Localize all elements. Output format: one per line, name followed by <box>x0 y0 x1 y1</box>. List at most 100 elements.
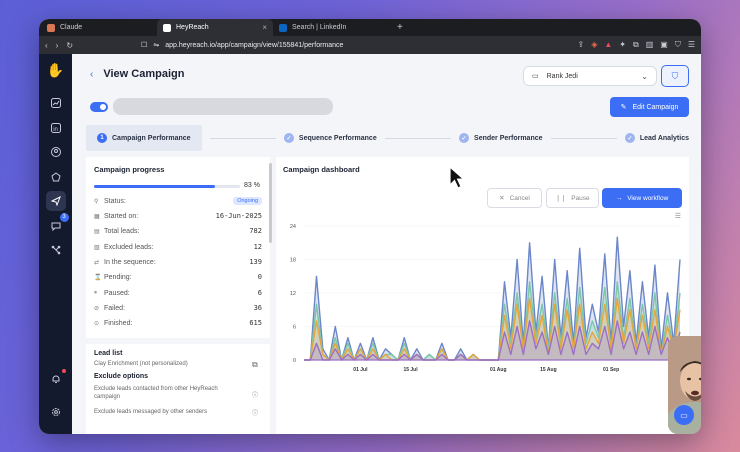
url-field[interactable]: ☐ ⇋ app.heyreach.io/app/campaign/view/15… <box>81 41 569 50</box>
chat-bubble-icon: ▭ <box>680 410 688 420</box>
finished-row: ⊙ Finished: 615 <box>94 319 262 327</box>
info-icon[interactable]: ⓘ <box>252 411 259 417</box>
inbox-badge: 3 <box>59 212 69 222</box>
stat-value: 0 <box>257 273 262 281</box>
notifications-bell-icon[interactable] <box>46 369 66 389</box>
briefcase-icon: ▭ <box>532 73 539 80</box>
main-content: ‹ View Campaign ▭ Rank Jedi ⌄ ⛉ ✎ Edit C… <box>72 54 701 434</box>
stat-label: Failed: <box>104 304 126 312</box>
stat-label: Excluded leads: <box>104 243 154 251</box>
contacts-icon[interactable] <box>46 142 66 162</box>
shield-button[interactable]: ⛉ <box>661 65 689 87</box>
stat-value: 782 <box>249 227 262 235</box>
sidebar-icon[interactable]: ▥ <box>645 40 654 49</box>
y-tick-label: 6 <box>293 325 296 331</box>
external-link-icon[interactable]: ⧉ <box>252 360 258 369</box>
panel-scrollbar[interactable] <box>269 163 272 243</box>
stat-label: Total leads: <box>104 227 140 235</box>
status-row: ⚲ Status: Ongoing <box>94 197 262 205</box>
linkedin-accounts-icon[interactable]: in <box>46 118 66 138</box>
stat-value: 16-Jun-2025 <box>215 212 262 220</box>
inbox-icon[interactable]: 3 <box>46 212 69 236</box>
pause-button[interactable]: ❘❘ Pause <box>546 188 599 208</box>
wallet-icon[interactable]: ▣ <box>660 40 668 49</box>
workspace-select[interactable]: ▭ Rank Jedi ⌄ <box>523 66 657 86</box>
section-divider <box>86 338 270 344</box>
progress-fill <box>94 185 216 188</box>
reload-icon[interactable]: ↻ <box>66 40 74 50</box>
extensions-icon[interactable]: ✦ <box>619 40 626 49</box>
view-workflow-label: View workflow <box>627 194 669 202</box>
progress-percent: 83 % <box>244 182 260 189</box>
y-tick-label: 0 <box>293 358 296 364</box>
started-row: ▦ Started on: 16-Jun-2025 <box>94 212 262 220</box>
tab-sequence-performance[interactable]: ✓ Sequence Performance <box>283 133 377 143</box>
progress-title: Campaign progress <box>94 165 165 174</box>
stat-label: Paused: <box>104 289 130 297</box>
integrations-icon[interactable] <box>46 167 66 187</box>
hourglass-icon: ⌛ <box>94 274 102 281</box>
cancel-button[interactable]: ✕ Cancel <box>487 188 542 208</box>
new-tab-button[interactable]: + <box>397 22 403 33</box>
lead-list-value: Clay Enrichment (not personalized) <box>94 361 188 367</box>
exclude-options-title: Exclude options <box>94 373 149 380</box>
tab-bar: Claude HeyReach × Search | LinkedIn + <box>39 19 701 36</box>
view-workflow-button[interactable]: → View workflow <box>602 188 682 208</box>
series-3-area <box>304 320 680 360</box>
arrow-right-icon: → <box>615 194 623 202</box>
tab-sender-performance[interactable]: ✓ Sender Performance <box>459 133 543 143</box>
stat-value: 6 <box>257 289 262 297</box>
forward-arrow-icon[interactable]: › <box>55 40 59 50</box>
dashboard-title: Campaign dashboard <box>283 165 360 174</box>
share-icon[interactable]: ⇪ <box>577 40 585 49</box>
close-tab-icon[interactable]: × <box>262 23 267 32</box>
brave-shield-icon[interactable]: ◈ <box>591 40 598 49</box>
pause-icon: ⏸ <box>94 289 98 296</box>
y-tick-label: 12 <box>290 291 296 297</box>
dashboard-icon[interactable] <box>46 93 66 113</box>
campaigns-send-icon[interactable] <box>45 191 66 211</box>
rail-bottom <box>46 369 66 426</box>
campaign-dashboard-panel: Campaign dashboard ✕ Cancel ❘❘ Pause → V… <box>276 157 689 434</box>
back-button[interactable]: ‹ <box>90 68 94 80</box>
cancel-label: Cancel <box>509 194 530 202</box>
back-arrow-icon[interactable]: ‹ <box>45 40 48 50</box>
step-label: Campaign Performance <box>112 134 191 142</box>
step-number: 1 <box>97 133 107 143</box>
stat-label: Started on: <box>104 212 139 220</box>
svg-text:in: in <box>53 126 58 132</box>
exclude-option-1: Exclude leads contacted from other HeyRe… <box>94 386 218 401</box>
edit-campaign-button[interactable]: ✎ Edit Campaign <box>610 97 689 117</box>
failed-row: ⊘ Failed: 36 <box>94 304 262 312</box>
tab-heyreach[interactable]: HeyReach × <box>157 19 273 36</box>
heyreach-logo-icon[interactable]: ✋ <box>46 62 65 78</box>
network-icon[interactable] <box>46 240 66 260</box>
workspace-name: Rank Jedi <box>546 72 578 80</box>
tab-lead-analytics[interactable]: ✓ Lead Analytics <box>624 133 689 143</box>
excluded-icon: ▧ <box>94 244 100 251</box>
dashboard-chart: 24 18 12 6 0 01 Jul 15 Jul 01 Aug 15 Aug 01 Sep <box>290 224 681 373</box>
exclude-option-2: Exclude leads messaged by other senders <box>94 409 208 415</box>
page-title: View Campaign <box>103 68 185 80</box>
info-icon[interactable]: ⓘ <box>252 393 259 399</box>
campaign-active-toggle[interactable] <box>90 102 108 112</box>
tab-linkedin[interactable]: Search | LinkedIn <box>273 19 389 36</box>
series-0-area <box>304 237 680 360</box>
chart-menu-icon[interactable]: ☰ <box>674 213 681 220</box>
menu-icon[interactable]: ☰ <box>687 40 695 49</box>
in-sequence-row: ⇄ In the sequence: 139 <box>94 258 262 266</box>
tab-label: Search | LinkedIn <box>292 24 347 31</box>
vpn-icon[interactable]: ⛉ <box>674 40 681 49</box>
bookmark-icon[interactable]: ☐ <box>141 42 148 49</box>
chat-support-button[interactable]: ▭ <box>674 405 694 425</box>
settings-gear-icon[interactable] <box>46 402 66 422</box>
step-divider <box>209 137 276 139</box>
failed-icon: ⊘ <box>94 305 100 312</box>
x-tick-label: 15 Jul <box>403 367 418 373</box>
site-settings-icon[interactable]: ⇋ <box>153 42 160 49</box>
check-icon: ✓ <box>283 133 294 143</box>
tab-claude[interactable]: Claude <box>41 19 157 36</box>
tab-campaign-performance[interactable]: 1 Campaign Performance <box>86 125 202 151</box>
puzzle-icon[interactable]: ⧉ <box>632 40 639 49</box>
rewards-icon[interactable]: ▲ <box>604 40 613 49</box>
